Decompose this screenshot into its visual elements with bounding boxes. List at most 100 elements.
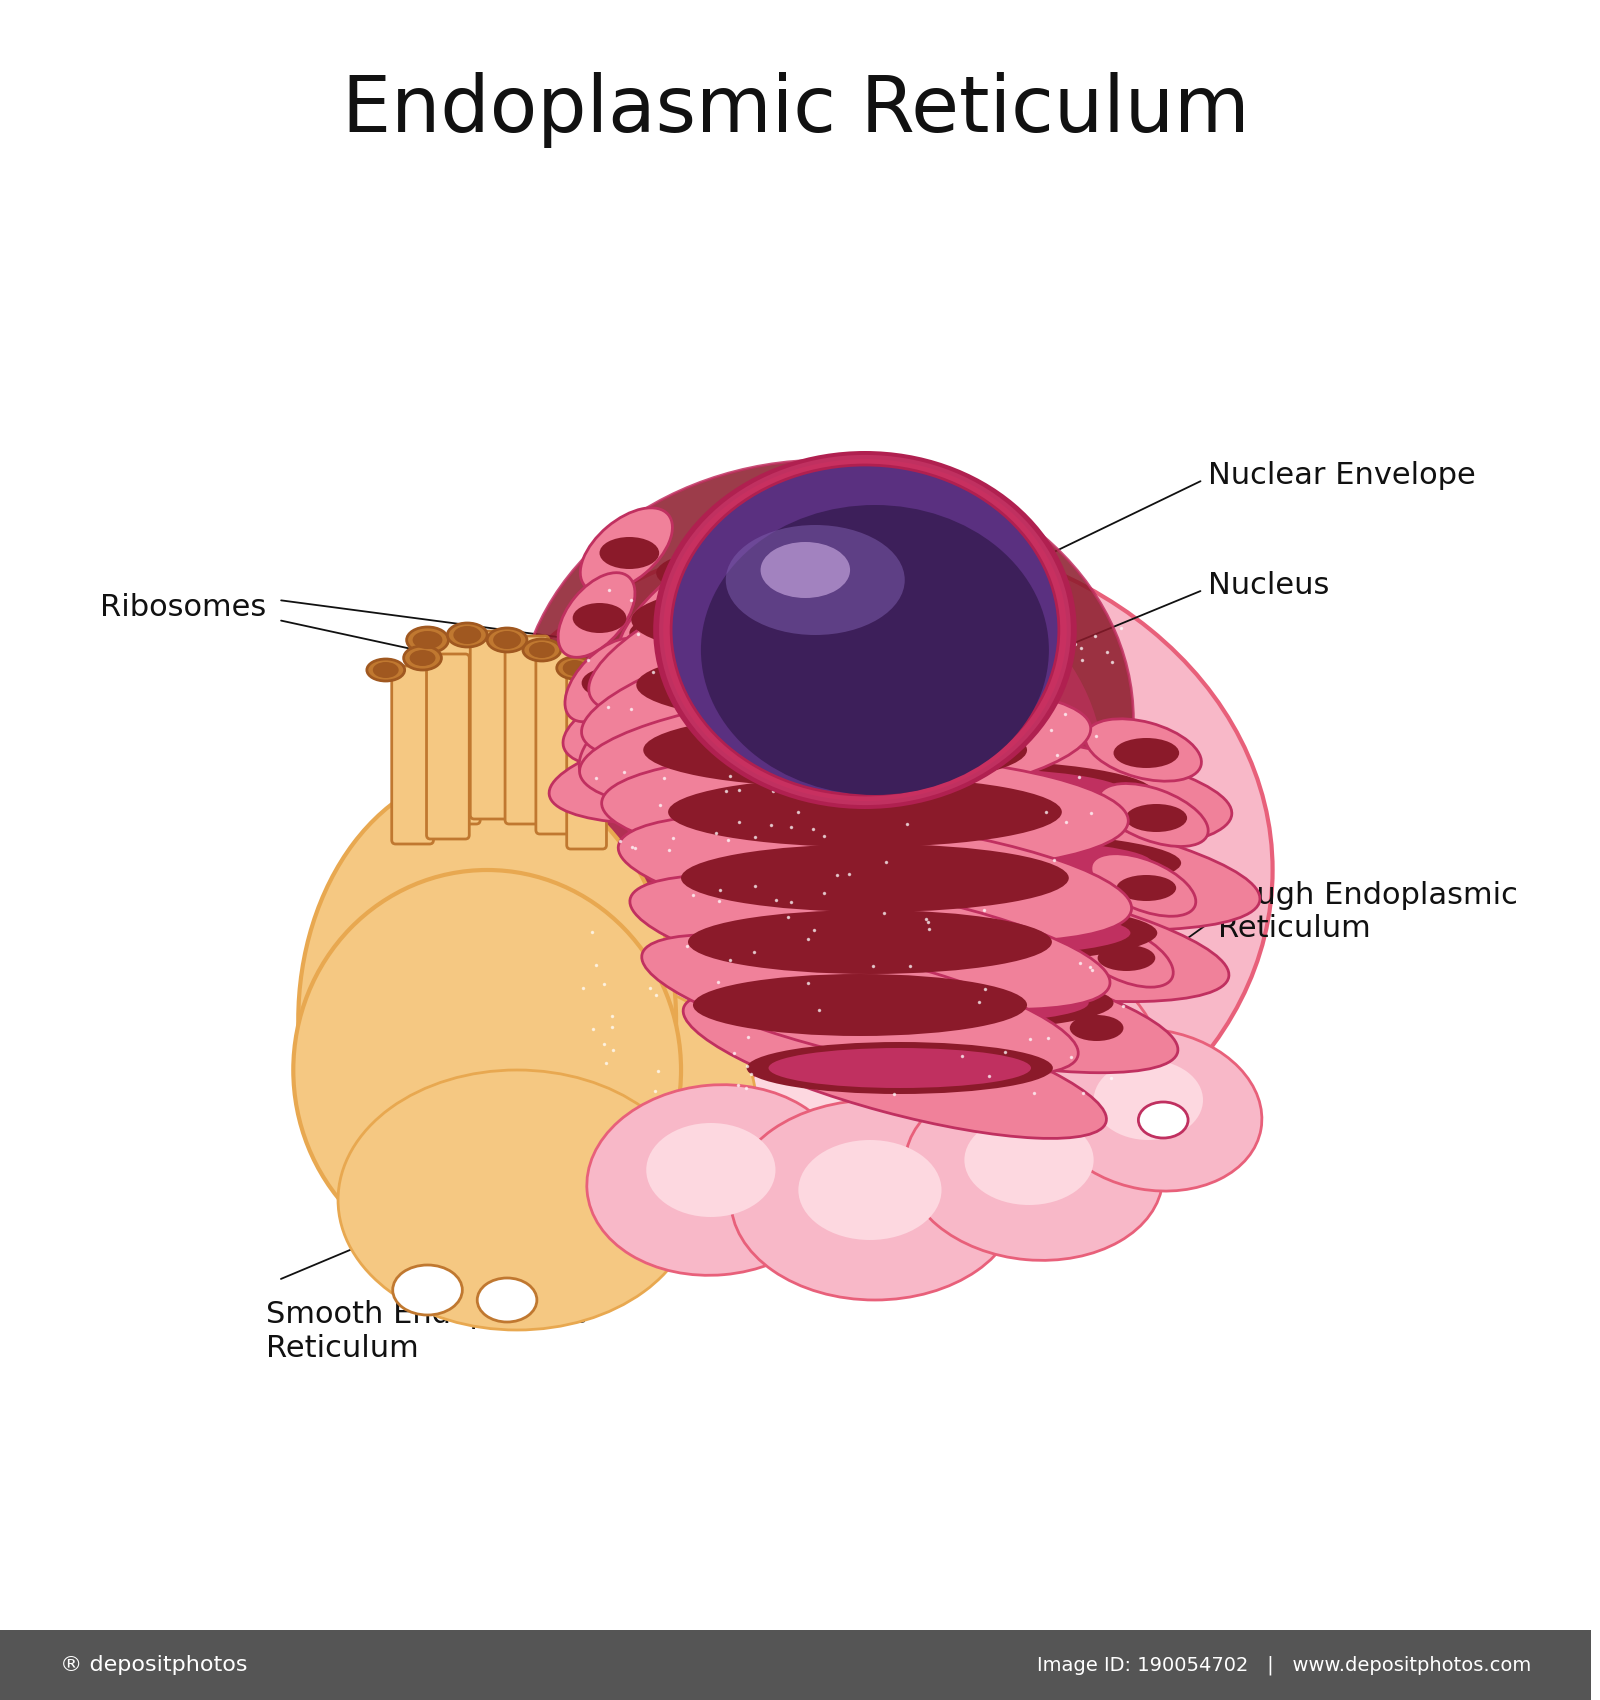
Text: Nucleus: Nucleus [1208, 571, 1330, 600]
Ellipse shape [566, 551, 1104, 989]
FancyBboxPatch shape [435, 636, 480, 824]
Ellipse shape [602, 753, 1128, 870]
Text: Rough Endoplasmic
Reticulum: Rough Endoplasmic Reticulum [1218, 881, 1518, 944]
Ellipse shape [298, 770, 677, 1270]
Ellipse shape [563, 660, 587, 677]
Ellipse shape [1094, 1061, 1203, 1141]
Ellipse shape [579, 706, 674, 784]
Ellipse shape [701, 505, 1050, 796]
Ellipse shape [806, 840, 1152, 887]
Ellipse shape [731, 1100, 1019, 1300]
Ellipse shape [642, 675, 880, 721]
Ellipse shape [581, 609, 1050, 762]
Ellipse shape [558, 573, 635, 658]
Ellipse shape [366, 660, 405, 682]
Ellipse shape [582, 668, 637, 699]
Ellipse shape [670, 466, 1059, 796]
Ellipse shape [629, 784, 723, 847]
Ellipse shape [373, 661, 398, 678]
Ellipse shape [1114, 738, 1179, 768]
Ellipse shape [792, 768, 1126, 818]
Ellipse shape [448, 891, 1163, 1250]
Ellipse shape [688, 790, 1259, 930]
Ellipse shape [523, 639, 560, 661]
Ellipse shape [1138, 1102, 1189, 1137]
Ellipse shape [406, 627, 448, 653]
Ellipse shape [674, 551, 888, 597]
Ellipse shape [765, 976, 1114, 1030]
Ellipse shape [1045, 1028, 1262, 1192]
Ellipse shape [581, 508, 672, 592]
Ellipse shape [1048, 993, 1139, 1057]
Ellipse shape [453, 626, 482, 644]
Ellipse shape [798, 1141, 941, 1239]
Ellipse shape [747, 1042, 1053, 1095]
Ellipse shape [587, 1085, 845, 1275]
Ellipse shape [549, 695, 1042, 824]
Ellipse shape [1074, 923, 1173, 988]
Ellipse shape [683, 991, 1107, 1139]
Ellipse shape [630, 876, 1110, 1010]
Bar [0, 1630, 1590, 1700]
Ellipse shape [643, 712, 1027, 787]
Ellipse shape [645, 612, 837, 654]
Ellipse shape [1098, 945, 1155, 971]
Ellipse shape [1117, 876, 1176, 901]
Ellipse shape [403, 646, 442, 670]
Ellipse shape [579, 687, 1091, 814]
Ellipse shape [760, 542, 850, 598]
Ellipse shape [600, 733, 658, 763]
Ellipse shape [1085, 719, 1202, 782]
FancyBboxPatch shape [427, 654, 469, 840]
Ellipse shape [768, 1047, 1030, 1088]
Ellipse shape [632, 581, 960, 658]
Ellipse shape [642, 935, 1078, 1076]
Ellipse shape [618, 814, 1131, 942]
Ellipse shape [646, 1124, 776, 1217]
Ellipse shape [486, 627, 526, 653]
Ellipse shape [790, 983, 1088, 1023]
Ellipse shape [618, 468, 933, 672]
FancyBboxPatch shape [506, 636, 549, 824]
Ellipse shape [651, 740, 949, 785]
Ellipse shape [778, 831, 1181, 894]
Ellipse shape [688, 910, 1051, 974]
Ellipse shape [1098, 784, 1208, 847]
Ellipse shape [413, 631, 443, 649]
Ellipse shape [661, 457, 1069, 802]
Ellipse shape [392, 1265, 462, 1316]
Ellipse shape [906, 1080, 1163, 1260]
Ellipse shape [338, 1069, 696, 1329]
Ellipse shape [600, 537, 659, 570]
Text: Endoplasmic Reticulum: Endoplasmic Reticulum [341, 71, 1250, 148]
Ellipse shape [590, 549, 882, 711]
Ellipse shape [656, 542, 904, 603]
Text: ® depositphotos: ® depositphotos [59, 1656, 246, 1674]
FancyBboxPatch shape [566, 665, 606, 848]
Ellipse shape [437, 530, 1272, 1210]
Ellipse shape [1070, 1015, 1123, 1040]
Ellipse shape [1091, 853, 1195, 916]
Ellipse shape [765, 760, 1154, 826]
Ellipse shape [965, 1115, 1094, 1205]
Ellipse shape [557, 656, 592, 678]
Ellipse shape [477, 1278, 538, 1323]
Ellipse shape [682, 843, 1069, 911]
Ellipse shape [653, 450, 1077, 809]
Ellipse shape [448, 622, 486, 648]
Ellipse shape [563, 620, 949, 768]
Text: Image ID: 190054702   |   www.depositphotos.com: Image ID: 190054702 | www.depositphotos.… [1037, 1656, 1531, 1674]
FancyBboxPatch shape [470, 631, 514, 819]
Ellipse shape [573, 604, 626, 632]
Ellipse shape [1125, 804, 1187, 831]
Ellipse shape [493, 631, 522, 649]
Ellipse shape [691, 927, 1178, 1073]
Ellipse shape [693, 974, 1027, 1035]
Ellipse shape [589, 525, 1002, 716]
FancyBboxPatch shape [392, 666, 434, 843]
FancyBboxPatch shape [536, 646, 578, 835]
Ellipse shape [410, 649, 435, 666]
Ellipse shape [699, 858, 1229, 1001]
Ellipse shape [629, 605, 853, 660]
Text: Nuclear Envelope: Nuclear Envelope [1208, 461, 1475, 490]
